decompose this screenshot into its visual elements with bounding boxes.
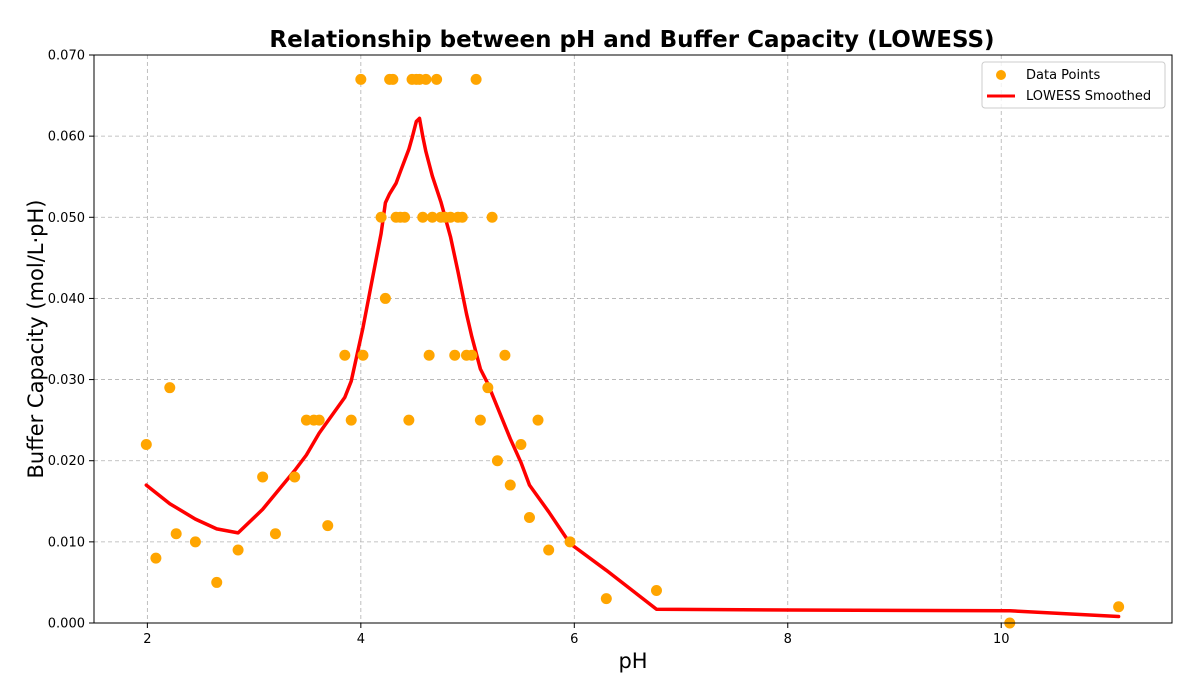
data-point [189,536,201,548]
y-tick-label: 0.010 [48,535,85,550]
y-tick-label: 0.060 [48,130,85,145]
legend-frame [981,61,1166,109]
y-tick-label: 0.050 [48,211,85,226]
data-point [387,73,399,85]
ticks-layer: 2 4 6 8 10 0.000 0.010 0.020 0.030 0.040 0.050 0.06… [48,49,1010,648]
data-point [164,382,176,394]
x-tick-label: 2 [143,632,151,647]
data-point [357,349,369,361]
data-point [499,349,511,361]
data-point [322,520,334,532]
data-point [515,438,527,450]
plot-area-frame [93,54,1173,624]
data-point [564,536,576,548]
legend-label-lowess: LOWESS Smoothed [1026,89,1151,104]
data-point [470,73,482,85]
x-tick-label: 10 [993,632,1010,647]
data-point [543,544,555,556]
data-point [650,585,662,597]
data-point [466,349,478,361]
data-point [403,414,415,426]
data-point [257,471,269,483]
data-point [170,528,182,540]
data-point [339,349,351,361]
data-point [600,593,612,605]
points-layer [140,73,1125,629]
data-point [232,544,244,556]
y-tick-label: 0.040 [48,292,85,307]
data-point [449,349,461,361]
data-point [150,552,162,564]
data-point [140,438,152,450]
x-tick-label: 6 [570,632,578,647]
x-tick-label: 8 [784,632,792,647]
y-tick-label: 0.030 [48,373,85,388]
data-point [486,211,498,223]
data-point [504,479,516,491]
x-axis-title: pH [618,649,647,673]
data-point [474,414,486,426]
data-point [211,576,223,588]
data-point [417,211,429,223]
grid-layer [94,54,1172,624]
legend-label-data-points: Data Points [1026,68,1100,83]
y-axis-title: Buffer Capacity (mol/L·pH) [24,200,48,479]
y-tick-label: 0.070 [48,49,85,64]
data-point [532,414,544,426]
data-point [375,211,387,223]
data-point [491,455,503,467]
data-point [482,382,494,394]
data-point [289,471,301,483]
data-point [355,73,367,85]
x-tick-label: 4 [357,632,365,647]
y-tick-label: 0.000 [48,617,85,632]
data-point [313,414,325,426]
data-point [420,73,432,85]
data-point [426,211,438,223]
data-point [269,528,281,540]
data-point [523,512,535,524]
legend: Data Points LOWESS Smoothed [981,61,1166,109]
legend-marker-data-points [996,70,1006,80]
lowess-smoothed-line [144,116,1121,619]
chart-title: Relationship between pH and Buffer Capac… [269,27,994,53]
y-tick-label: 0.020 [48,454,85,469]
data-point [423,349,435,361]
data-point [399,211,411,223]
data-point [456,211,468,223]
data-point [1113,601,1125,613]
data-point [379,292,391,304]
data-point [431,73,443,85]
line-layer [144,116,1121,619]
data-point [345,414,357,426]
